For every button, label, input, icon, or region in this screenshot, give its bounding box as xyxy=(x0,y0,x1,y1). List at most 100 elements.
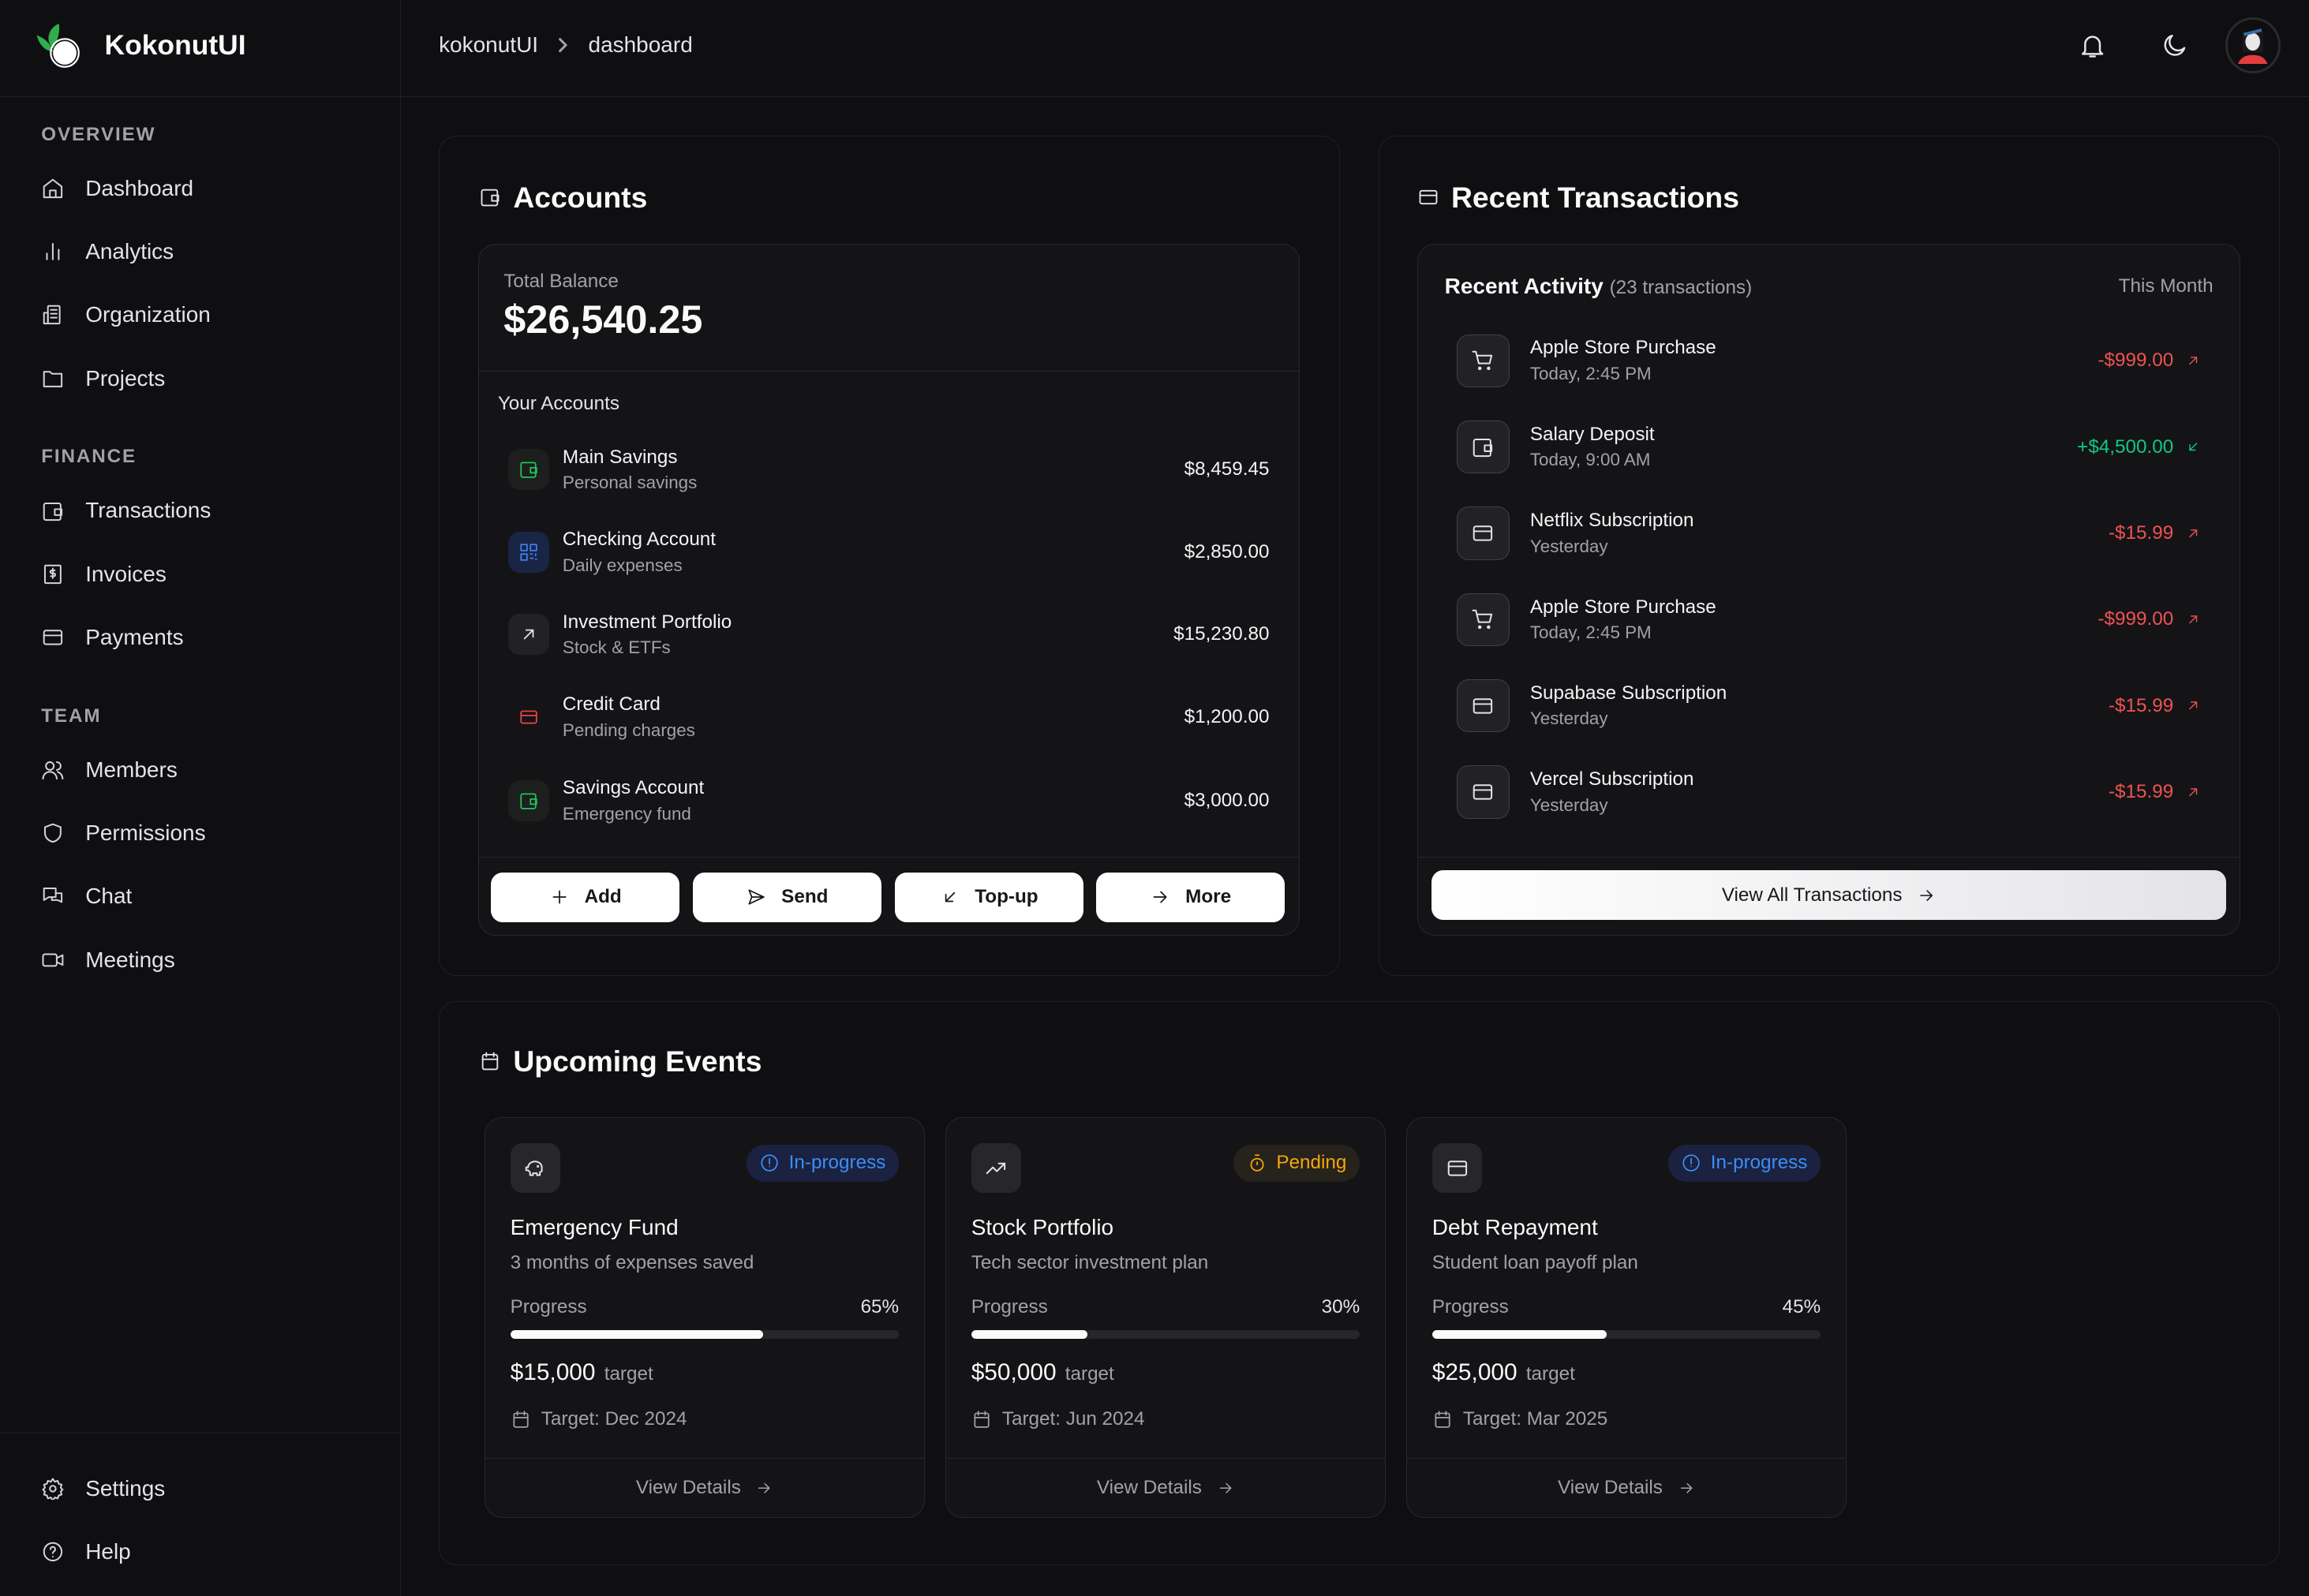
sidebar-item-help[interactable]: Help xyxy=(41,1530,365,1574)
sidebar-item-label: Dashboard xyxy=(85,175,194,200)
transaction-row[interactable]: Vercel Subscription Yesterday -$15.99 xyxy=(1456,763,2202,822)
progress-fill xyxy=(971,1329,1088,1340)
account-row[interactable]: Credit Card Pending charges $1,200.00 xyxy=(508,688,1269,747)
account-name: Checking Account xyxy=(562,529,717,551)
transaction-row[interactable]: Apple Store Purchase Today, 2:45 PM -$999… xyxy=(1456,590,2202,649)
event-subtitle: Student loan payoff plan xyxy=(1431,1252,1638,1274)
view-all-transactions-button[interactable]: View All Transactions xyxy=(1431,869,2227,921)
account-row[interactable]: Main Savings Personal savings $8,459.45 xyxy=(507,440,1269,499)
credit-card-icon xyxy=(1456,506,1510,560)
sidebar-item-transactions[interactable]: Transactions xyxy=(41,489,365,533)
chevron-right-icon xyxy=(559,38,568,52)
transaction-time: Yesterday xyxy=(1529,708,1608,729)
send-icon xyxy=(748,889,765,905)
sidebar-item-settings[interactable]: Settings xyxy=(41,1467,365,1511)
transaction-time: Today, 2:45 PM xyxy=(1529,622,1652,643)
arrow-right-icon xyxy=(1920,889,1933,901)
accounts-title-text: Accounts xyxy=(513,180,648,214)
sidebar-item-label: Permissions xyxy=(85,820,206,846)
account-amount: $15,230.80 xyxy=(1173,623,1270,645)
progress-label: Progress xyxy=(510,1296,587,1318)
account-sub: Emergency fund xyxy=(562,804,691,824)
more-button[interactable]: More xyxy=(1096,872,1285,923)
transaction-name: Supabase Subscription xyxy=(1529,682,1727,704)
recent-activity-heading: Recent Activity (23 transactions) xyxy=(1445,274,1753,299)
trending-up-icon xyxy=(971,1143,1022,1194)
period-label: This Month xyxy=(2118,275,2214,297)
arrow-up-right-icon xyxy=(2189,529,2198,537)
divider xyxy=(478,857,1299,858)
arrow-down-left-icon xyxy=(945,892,955,903)
transaction-time: Yesterday xyxy=(1529,794,1608,815)
sidebar-item-meetings[interactable]: Meetings xyxy=(41,938,365,982)
top-header: kokonutUI dashboard xyxy=(400,0,2309,98)
transaction-row[interactable]: Apple Store Purchase Today, 2:45 PM -$999… xyxy=(1456,331,2202,391)
logo-row: KokonutUI xyxy=(0,0,399,98)
sidebar-item-label: Meetings xyxy=(85,947,175,972)
top-up-button[interactable]: Top-up xyxy=(894,872,1083,923)
transaction-time: Today, 2:45 PM xyxy=(1529,364,1652,384)
sidebar-item-permissions[interactable]: Permissions xyxy=(41,811,365,855)
account-sub: Pending charges xyxy=(562,720,695,740)
account-row[interactable]: Savings Account Emergency fund $3,000.00 xyxy=(507,772,1269,831)
add-button[interactable]: Add xyxy=(491,872,680,923)
bar-chart-icon xyxy=(46,243,60,261)
sidebar-item-label: Help xyxy=(85,1538,131,1564)
sidebar-item-organization[interactable]: Organization xyxy=(41,293,365,337)
sidebar-item-dashboard[interactable]: Dashboard xyxy=(41,166,365,211)
sidebar-item-label: Organization xyxy=(85,302,211,327)
sidebar-item-label: Members xyxy=(85,757,178,782)
view-details-button[interactable]: View Details xyxy=(1407,1458,1846,1517)
transaction-amount: -$15.99 xyxy=(2108,694,2174,716)
events-title-text: Upcoming Events xyxy=(513,1044,762,1078)
sidebar-item-invoices[interactable]: Invoices xyxy=(41,552,365,596)
event-subtitle: Tech sector investment plan xyxy=(971,1252,1209,1274)
credit-card-icon xyxy=(43,630,63,645)
progress-bar xyxy=(1431,1329,1821,1340)
qr-code-icon xyxy=(507,531,550,573)
timer-icon xyxy=(1250,1154,1264,1172)
progress-fill xyxy=(510,1329,763,1340)
wallet-icon xyxy=(1456,420,1510,474)
transaction-row[interactable]: Netflix Subscription Yesterday -$15.99 xyxy=(1456,504,2202,563)
section-label-overview: OVERVIEW xyxy=(41,123,156,145)
event-title: Stock Portfolio xyxy=(971,1215,1114,1240)
status-badge: In-progress xyxy=(746,1144,900,1182)
transaction-amount: -$999.00 xyxy=(2098,349,2174,372)
transaction-name: Netflix Subscription xyxy=(1529,510,1694,532)
send-button[interactable]: Send xyxy=(693,872,881,923)
help-icon xyxy=(43,1542,63,1561)
account-row[interactable]: Investment Portfolio Stock & ETFs $15,230.… xyxy=(507,605,1270,664)
transaction-row[interactable]: Salary Deposit Today, 9:00 AM +$4,500.00 xyxy=(1456,417,2202,477)
total-balance-value: $26,540.25 xyxy=(503,297,703,342)
moon-icon[interactable] xyxy=(2160,31,2189,60)
view-details-button[interactable]: View Details xyxy=(945,1458,1385,1517)
view-details-label: View Details xyxy=(1096,1477,1202,1499)
transaction-row[interactable]: Supabase Subscription Yesterday -$15.99 xyxy=(1456,676,2202,735)
credit-card-icon xyxy=(1456,679,1510,733)
calendar-icon xyxy=(1435,1411,1450,1428)
view-details-button[interactable]: View Details xyxy=(485,1458,924,1517)
arrow-up-right-icon xyxy=(2189,357,2198,365)
account-row[interactable]: Checking Account Daily expenses $2,850.00 xyxy=(507,523,1269,582)
logo-icon[interactable] xyxy=(32,21,82,68)
target-date: Target: Jun 2024 xyxy=(1001,1407,1145,1430)
heading-text: Recent Activity xyxy=(1444,274,1604,299)
arrow-right-icon xyxy=(1219,1482,1232,1493)
breadcrumb-root[interactable]: kokonutUI xyxy=(439,32,539,58)
sidebar-item-members[interactable]: Members xyxy=(41,748,365,792)
sidebar-item-analytics[interactable]: Analytics xyxy=(41,230,365,274)
arrow-up-right-icon xyxy=(2189,701,2198,710)
sidebar-item-chat[interactable]: Chat xyxy=(41,874,365,918)
arrow-up-right-icon xyxy=(507,614,550,656)
avatar[interactable] xyxy=(2225,17,2281,74)
credit-card-icon xyxy=(1456,765,1510,819)
calendar-icon xyxy=(482,1052,499,1071)
sidebar-item-projects[interactable]: Projects xyxy=(41,357,365,401)
bell-icon[interactable] xyxy=(2078,29,2107,62)
plus-icon xyxy=(552,890,567,904)
sidebar: KokonutUI OVERVIEW Dashboard Analytics O… xyxy=(0,0,401,1596)
alert-circle-icon xyxy=(1682,1154,1701,1172)
status-text: In-progress xyxy=(1710,1152,1808,1174)
sidebar-item-payments[interactable]: Payments xyxy=(41,615,365,660)
